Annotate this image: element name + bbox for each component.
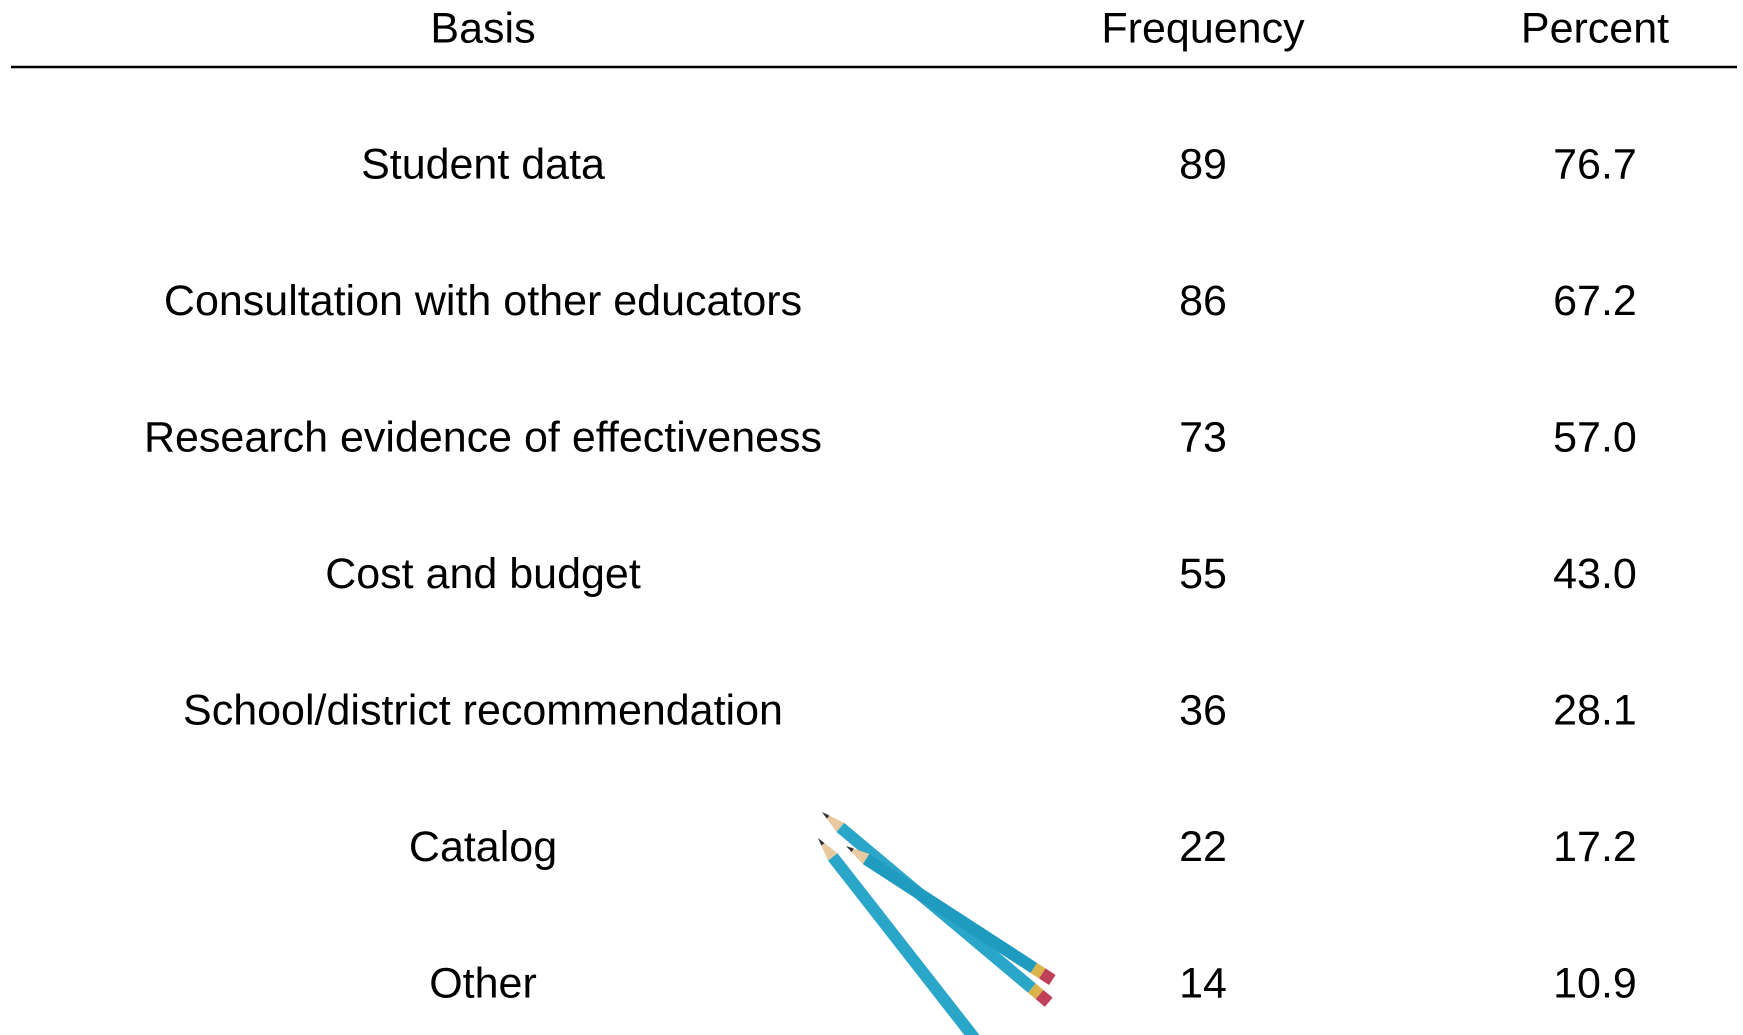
cell-basis: School/district recommendation	[183, 686, 783, 734]
cell-basis: Other	[429, 959, 537, 1007]
cell-basis: Consultation with other educators	[164, 277, 802, 325]
pencils	[818, 812, 1056, 1035]
cell-frequency: 22	[1179, 823, 1227, 871]
cell-basis: Cost and budget	[325, 550, 641, 598]
cell-frequency: 55	[1179, 550, 1227, 598]
header-basis: Basis	[430, 4, 535, 52]
cell-frequency: 73	[1179, 413, 1227, 461]
cell-frequency: 36	[1179, 686, 1227, 734]
header-frequency: Frequency	[1101, 4, 1305, 52]
cell-frequency: 86	[1179, 277, 1227, 325]
cell-percent: 57.0	[1553, 413, 1637, 461]
cell-frequency: 14	[1179, 959, 1227, 1007]
cell-basis: Student data	[361, 140, 605, 188]
cell-frequency: 89	[1179, 140, 1227, 188]
cell-percent: 67.2	[1553, 277, 1637, 325]
header-percent: Percent	[1521, 4, 1669, 52]
cell-percent: 43.0	[1553, 550, 1637, 598]
cell-basis: Catalog	[409, 823, 557, 871]
cell-percent: 10.9	[1553, 959, 1637, 1007]
cell-basis: Research evidence of effectiveness	[144, 413, 822, 461]
cell-percent: 76.7	[1553, 140, 1637, 188]
cell-percent: 17.2	[1553, 823, 1637, 871]
cell-percent: 28.1	[1553, 686, 1637, 734]
